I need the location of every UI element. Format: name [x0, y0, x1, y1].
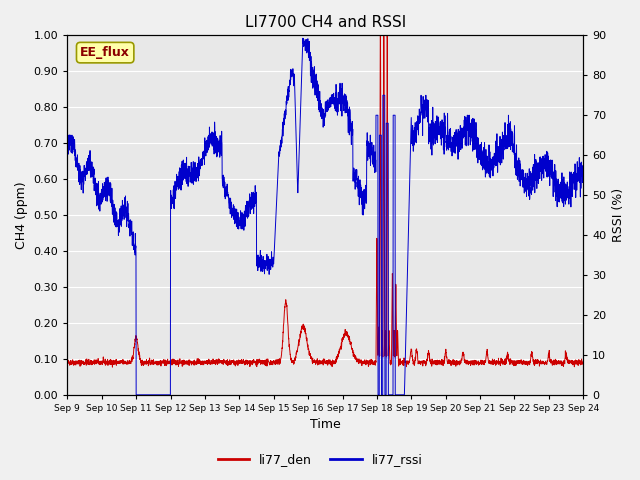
Title: LI7700 CH4 and RSSI: LI7700 CH4 and RSSI: [244, 15, 406, 30]
X-axis label: Time: Time: [310, 419, 340, 432]
Legend: li77_den, li77_rssi: li77_den, li77_rssi: [212, 448, 428, 471]
Text: EE_flux: EE_flux: [80, 46, 130, 59]
Y-axis label: RSSI (%): RSSI (%): [612, 188, 625, 242]
Y-axis label: CH4 (ppm): CH4 (ppm): [15, 181, 28, 249]
